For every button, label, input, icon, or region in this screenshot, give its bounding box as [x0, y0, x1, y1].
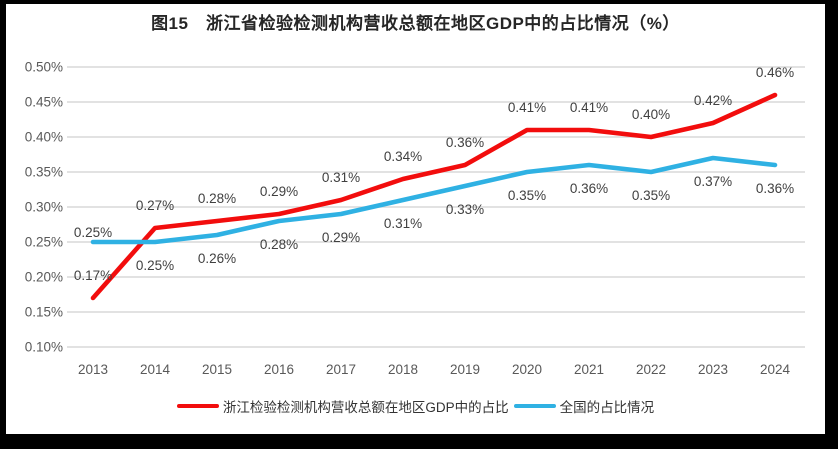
- x-axis-tick-label: 2018: [388, 362, 418, 377]
- data-label: 0.34%: [384, 149, 422, 164]
- legend-item-national: 全国的占比情况: [513, 396, 655, 416]
- x-axis-tick-label: 2015: [202, 362, 232, 377]
- y-axis-tick-label: 0.30%: [25, 200, 63, 215]
- x-axis-tick-label: 2024: [760, 362, 791, 377]
- data-label: 0.17%: [74, 268, 112, 283]
- data-label: 0.29%: [322, 230, 360, 245]
- legend-label-national: 全国的占比情况: [559, 400, 655, 415]
- y-axis-tick-label: 0.45%: [25, 95, 63, 110]
- data-label: 0.41%: [570, 100, 608, 115]
- data-label: 0.25%: [136, 258, 174, 273]
- data-label: 0.35%: [508, 188, 546, 203]
- y-axis-tick-label: 0.10%: [25, 340, 63, 355]
- chart-title: 图15 浙江省检验检测机构营收总额在地区GDP中的占比情况（%）: [151, 14, 680, 33]
- x-axis-tick-label: 2023: [698, 362, 728, 377]
- legend-label-zhejiang: 浙江检验检测机构营收总额在地区GDP中的占比: [222, 400, 509, 415]
- data-label: 0.46%: [756, 65, 794, 80]
- y-axis-tick-label: 0.40%: [25, 130, 63, 145]
- data-label: 0.35%: [632, 188, 670, 203]
- y-axis-tick-label: 0.35%: [25, 165, 63, 180]
- data-label: 0.33%: [446, 202, 484, 217]
- x-axis-tick-label: 2022: [636, 362, 666, 377]
- y-axis-tick-label: 0.50%: [25, 60, 63, 75]
- x-axis-tick-label: 2013: [78, 362, 108, 377]
- data-label: 0.40%: [632, 107, 670, 122]
- data-label: 0.42%: [694, 93, 732, 108]
- legend-blue-line-swatch: [513, 404, 556, 408]
- data-label: 0.27%: [136, 198, 174, 213]
- data-label: 0.36%: [756, 181, 794, 196]
- data-label: 0.37%: [694, 174, 732, 189]
- chart-panel: 图15 浙江省检验检测机构营收总额在地区GDP中的占比情况（%） 0.50% 0.…: [6, 4, 825, 434]
- y-axis-tick-label: 0.25%: [25, 235, 63, 250]
- x-axis-tick-label: 2021: [574, 362, 604, 377]
- x-axis-tick-label: 2020: [512, 362, 542, 377]
- y-axis-tick-label: 0.15%: [25, 305, 63, 320]
- series-line-1: [90, 155, 778, 245]
- data-label: 0.28%: [198, 191, 236, 206]
- data-label: 0.28%: [260, 237, 298, 252]
- data-label: 0.29%: [260, 184, 298, 199]
- data-label: 0.41%: [508, 100, 546, 115]
- data-label: 0.31%: [384, 216, 422, 231]
- x-axis-tick-label: 2014: [140, 362, 171, 377]
- data-label: 0.26%: [198, 251, 236, 266]
- data-label: 0.36%: [570, 181, 608, 196]
- series-line-0: [90, 92, 778, 301]
- legend-red-line-swatch: [176, 404, 219, 408]
- line-chart: 0.50% 0.45% 0.40% 0.35% 0.30% 0.25% 0.20% 0.15%…: [25, 60, 805, 377]
- y-axis-tick-label: 0.20%: [25, 270, 63, 285]
- legend-item-zhejiang: 浙江检验检测机构营收总额在地区GDP中的占比: [176, 396, 509, 416]
- data-label: 0.36%: [446, 135, 484, 150]
- data-label: 0.31%: [322, 170, 360, 185]
- data-label: 0.25%: [74, 225, 112, 240]
- x-axis-tick-label: 2016: [264, 362, 294, 377]
- chart-legend: 浙江检验检测机构营收总额在地区GDP中的占比 全国的占比情况: [6, 396, 825, 416]
- x-axis-tick-label: 2019: [450, 362, 480, 377]
- x-axis-tick-label: 2017: [326, 362, 356, 377]
